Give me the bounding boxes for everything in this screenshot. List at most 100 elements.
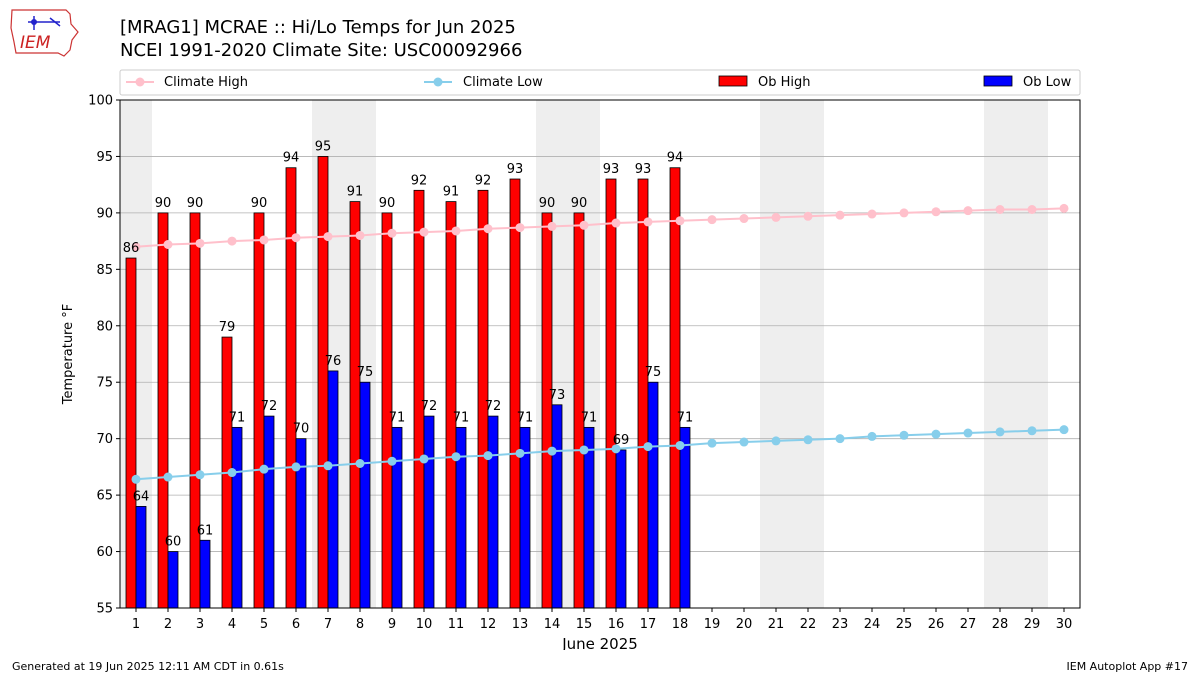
x-tick-label-30: 30 <box>1056 617 1073 632</box>
climate-low-point-day-17 <box>643 442 653 452</box>
ob-high-label-day-6: 94 <box>283 151 300 166</box>
climate-high-point-day-9 <box>387 228 397 238</box>
y-tick-label-70: 70 <box>96 432 113 447</box>
plot-frame <box>119 99 1081 609</box>
climate-low-point-day-6 <box>291 462 301 472</box>
legend-label-ob-low: Ob Low <box>1023 75 1072 90</box>
ob-low-label-day-9: 71 <box>389 410 406 425</box>
iem-logo: IEM <box>10 9 79 57</box>
climate-low-point-day-14 <box>547 446 557 456</box>
climate-low-point-day-29 <box>1027 426 1037 436</box>
x-tick-label-22: 22 <box>800 617 817 632</box>
x-tick-label-19: 19 <box>704 617 721 632</box>
iowa-outline <box>10 9 79 57</box>
climate-high-point-day-5 <box>259 235 269 245</box>
climate-high-point-day-21 <box>771 212 781 222</box>
climate-high-point-day-3 <box>195 238 205 248</box>
x-tick-label-11: 11 <box>448 617 465 632</box>
climate-low-point-day-16 <box>611 444 621 454</box>
climate-high-line <box>135 207 1065 248</box>
ob-high-label-day-10: 92 <box>411 173 428 188</box>
climate-low-point-day-18 <box>675 440 685 450</box>
legend-label-ob-high: Ob High <box>758 75 811 90</box>
ob-high-label-day-2: 90 <box>155 196 172 211</box>
y-tick-label-100: 100 <box>88 94 113 109</box>
y-tick-label-95: 95 <box>96 150 113 165</box>
logo-text: IEM <box>20 33 51 53</box>
ob-high-bar-day-17 <box>637 178 649 609</box>
climate-low-point-day-22 <box>803 435 813 445</box>
ob-low-bar-day-3 <box>199 539 211 609</box>
x-tick-label-27: 27 <box>960 617 977 632</box>
climate-low-point-day-20 <box>739 437 749 447</box>
x-tick-label-15: 15 <box>576 617 593 632</box>
climate-high-point-day-11 <box>451 226 461 236</box>
x-tick-label-3: 3 <box>196 617 204 632</box>
climate-low-point-day-15 <box>579 445 589 455</box>
legend-label-climate-low: Climate Low <box>463 75 543 90</box>
x-tick-label-16: 16 <box>608 617 625 632</box>
ob-low-bar-day-10 <box>423 415 435 609</box>
climate-high-point-day-4 <box>227 236 237 246</box>
climate-low-point-day-25 <box>899 430 909 440</box>
bars <box>125 156 691 609</box>
climate-high-point-day-10 <box>419 227 429 237</box>
ob-high-bar-day-8 <box>349 201 361 609</box>
ob-low-label-day-8: 75 <box>357 365 374 380</box>
ob-low-bar-day-7 <box>327 370 339 609</box>
climate-high-point-day-14 <box>547 221 557 231</box>
weekend-band-29 <box>1016 100 1048 608</box>
climate-high-point-day-15 <box>579 220 589 230</box>
ob-low-bar-day-2 <box>167 551 179 609</box>
climate-high-point-day-24 <box>867 209 877 219</box>
ob-low-label-day-12: 72 <box>485 399 502 414</box>
ob-high-label-day-16: 93 <box>603 162 620 177</box>
climate-low-point-day-1 <box>131 474 141 484</box>
ob-high-label-day-13: 93 <box>507 162 524 177</box>
ob-high-label-day-15: 90 <box>571 196 588 211</box>
climate-low-point-day-5 <box>259 464 269 474</box>
climate-low-line <box>135 428 1065 481</box>
app-credit: IEM Autoplot App #17 <box>1066 660 1189 673</box>
legend-label-climate-high: Climate High <box>164 75 248 90</box>
ob-high-label-day-5: 90 <box>251 196 268 211</box>
climate-high-point-day-6 <box>291 233 301 243</box>
ob-high-bar-day-1 <box>125 257 137 609</box>
y-tick-label-85: 85 <box>96 263 113 278</box>
x-tick-label-2: 2 <box>164 617 172 632</box>
generated-timestamp: Generated at 19 Jun 2025 12:11 AM CDT in… <box>12 660 284 673</box>
climate-low-point-day-28 <box>995 427 1005 437</box>
x-tick-label-13: 13 <box>512 617 529 632</box>
climate-low-point-day-12 <box>483 451 493 461</box>
climate-low-point-day-3 <box>195 470 205 480</box>
x-axis-label: June 2025 <box>561 635 638 650</box>
ob-low-bar-day-15 <box>583 426 595 609</box>
climate-high-point-day-18 <box>675 216 685 226</box>
y-tick-label-80: 80 <box>96 319 113 334</box>
ob-low-bar-day-5 <box>263 415 275 609</box>
x-tick-label-18: 18 <box>672 617 689 632</box>
x-tick-label-20: 20 <box>736 617 753 632</box>
climate-lines <box>131 203 1069 484</box>
x-tick-label-14: 14 <box>544 617 561 632</box>
climate-low-point-day-11 <box>451 452 461 462</box>
x-tick-label-7: 7 <box>324 617 332 632</box>
climate-high-point-day-12 <box>483 224 493 234</box>
ob-low-bar-day-8 <box>359 381 371 609</box>
climate-low-point-day-27 <box>963 428 973 438</box>
climate-high-point-day-16 <box>611 218 621 228</box>
x-tick-label-17: 17 <box>640 617 657 632</box>
climate-high-point-day-1 <box>131 242 141 252</box>
legend-item-climate-low: Climate Low <box>424 75 543 90</box>
ob-low-label-day-16: 69 <box>613 433 630 448</box>
x-tick-label-29: 29 <box>1024 617 1041 632</box>
ob-high-label-day-18: 94 <box>667 151 684 166</box>
ob-low-bar-day-1 <box>135 505 147 609</box>
climate-high-point-day-27 <box>963 206 973 216</box>
ob-high-label-day-14: 90 <box>539 196 556 211</box>
ob-low-label-day-6: 70 <box>293 422 310 437</box>
x-tick-label-6: 6 <box>292 617 300 632</box>
ob-low-bar-day-17 <box>647 381 659 609</box>
climate-low-point-day-24 <box>867 431 877 441</box>
